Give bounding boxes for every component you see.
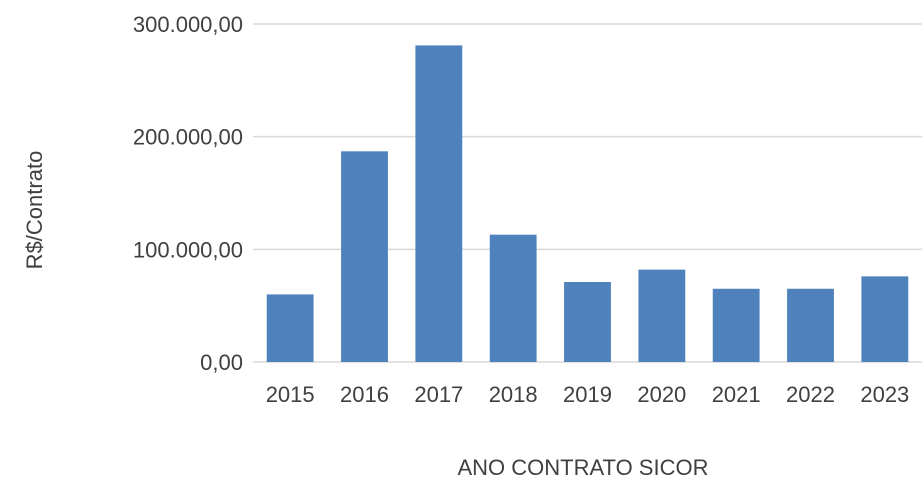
bar-2015 (266, 294, 314, 362)
y-axis-title: R$/Contrato (22, 151, 47, 270)
x-tick-label: 2022 (786, 382, 835, 407)
x-axis-title: ANO CONTRATO SICOR (458, 455, 709, 479)
bar-2018 (489, 234, 537, 362)
x-tick-label: 2021 (712, 382, 761, 407)
bar-2016 (341, 151, 388, 362)
bar-2021 (712, 288, 760, 362)
x-tick-label: 2019 (563, 382, 612, 407)
x-tick-label: 2023 (860, 382, 909, 407)
bar-2020 (638, 269, 686, 362)
y-tick-label: 200.000,00 (133, 125, 243, 150)
y-axis-ticks: 0,00 100.000,00 200.000,00 300.000,00 (133, 12, 243, 375)
x-tick-label: 2015 (266, 382, 315, 407)
x-tick-label: 2017 (414, 382, 463, 407)
x-tick-label: 2016 (340, 382, 389, 407)
x-axis-ticks: 2015 2016 2017 2018 2019 2020 2021 2022 2023 (266, 382, 910, 407)
y-tick-label: 100.000,00 (133, 237, 243, 262)
x-tick-label: 2020 (637, 382, 686, 407)
bar-2017 (415, 45, 463, 362)
x-tick-label: 2018 (489, 382, 538, 407)
bar-2019 (564, 282, 611, 362)
bars (266, 45, 909, 362)
bar-2023 (861, 276, 909, 362)
y-tick-label: 300.000,00 (133, 12, 243, 37)
bar-2022 (787, 288, 834, 362)
y-tick-label: 0,00 (200, 350, 243, 375)
